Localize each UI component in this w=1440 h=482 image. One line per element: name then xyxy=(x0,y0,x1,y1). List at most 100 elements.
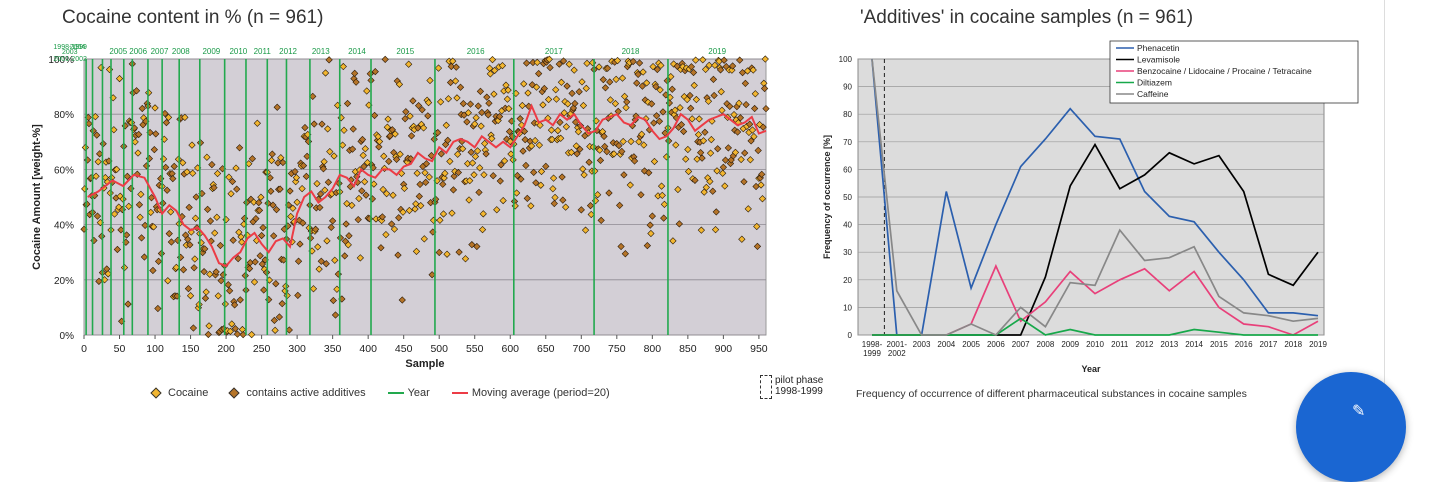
cocaine-sample-point xyxy=(565,60,573,68)
additive-sample-point xyxy=(208,160,216,169)
cocaine-sample-point xyxy=(363,87,371,95)
cocaine-sample-point xyxy=(545,55,553,63)
additive-sample-point xyxy=(189,324,198,332)
cocaine-sample-point xyxy=(500,157,509,165)
cocaine-sample-point xyxy=(309,285,318,293)
additive-sample-point xyxy=(716,66,725,74)
year-label: 2014 xyxy=(348,47,366,56)
cocaine-sample-point xyxy=(564,100,572,108)
additive-sample-point xyxy=(616,201,624,210)
cocaine-sample-point xyxy=(439,210,448,218)
cocaine-sample-point xyxy=(562,123,570,131)
year-label: 2009 xyxy=(202,47,220,56)
cocaine-sample-point xyxy=(549,185,557,193)
additive-sample-point xyxy=(679,127,688,136)
additive-sample-point xyxy=(268,150,276,158)
x-tick-label: 2012 xyxy=(1136,340,1154,349)
cocaine-sample-point xyxy=(548,135,556,144)
pilot-phase-note: pilot phase 1998-1999 xyxy=(760,375,823,399)
cocaine-sample-point xyxy=(399,208,407,216)
cocaine-sample-point xyxy=(744,205,752,213)
year-label: 2018 xyxy=(622,47,640,56)
cocaine-sample-point xyxy=(320,158,328,166)
cocaine-sample-point xyxy=(611,99,620,108)
additive-sample-point xyxy=(234,254,242,263)
year-label: 2013 xyxy=(312,47,330,56)
additive-sample-point xyxy=(475,188,483,196)
additive-sample-point xyxy=(640,167,649,175)
additive-sample-point xyxy=(550,199,558,208)
cocaine-sample-point xyxy=(412,247,421,256)
additive-sample-point xyxy=(652,82,660,91)
cocaine-sample-point xyxy=(735,99,743,107)
cocaine-sample-point xyxy=(375,137,384,146)
cocaine-sample-point xyxy=(532,83,541,91)
additive-sample-point xyxy=(415,192,423,200)
x-tick-label: 2014 xyxy=(1185,340,1203,349)
cocaine-sample-point xyxy=(535,141,544,149)
additive-sample-point xyxy=(687,63,696,71)
series-line-phenacetin xyxy=(871,58,1319,336)
additive-sample-point xyxy=(603,147,611,156)
cocaine-sample-point xyxy=(206,270,214,278)
cocaine-sample-point xyxy=(669,237,677,245)
x-tick-label: 400 xyxy=(359,343,377,355)
additive-sample-point xyxy=(597,216,605,225)
y-tick-label: 10 xyxy=(843,303,852,312)
y-tick-label: 30 xyxy=(843,248,852,257)
cocaine-sample-point xyxy=(488,134,496,143)
cocaine-sample-point xyxy=(213,169,222,178)
additive-sample-point xyxy=(329,296,337,305)
additive-sample-point xyxy=(310,120,318,128)
x-tick-label: 2017 xyxy=(1260,340,1278,349)
additive-sample-point xyxy=(311,225,320,233)
cocaine-sample-point xyxy=(186,292,195,300)
legend-label-levamisole: Levamisole xyxy=(1137,55,1180,65)
cocaine-sample-point xyxy=(649,63,657,71)
additive-sample-point xyxy=(710,91,718,100)
additive-sample-point xyxy=(132,87,141,95)
additive-sample-point xyxy=(476,87,485,95)
cocaine-marker-icon xyxy=(150,387,162,399)
additive-sample-point xyxy=(629,57,637,66)
edit-icon[interactable]: ✎ xyxy=(1352,403,1366,420)
additive-sample-point xyxy=(532,179,540,187)
cocaine-sample-point xyxy=(717,88,725,96)
x-tick-label: 2013 xyxy=(1160,340,1178,349)
cocaine-sample-point xyxy=(656,86,664,94)
additive-sample-point xyxy=(473,242,481,251)
additive-sample-point xyxy=(294,257,303,265)
additive-sample-point xyxy=(519,147,527,155)
additive-sample-point xyxy=(201,245,209,253)
additive-sample-point xyxy=(226,287,234,295)
cocaine-sample-point xyxy=(454,150,462,158)
cocaine-sample-point xyxy=(232,164,240,172)
additive-sample-point xyxy=(388,126,396,134)
year-label: 2003 xyxy=(62,49,78,56)
additive-sample-point xyxy=(600,132,608,140)
additive-sample-point xyxy=(169,174,177,183)
cocaine-sample-point xyxy=(658,191,666,200)
pilot-phase-label: pilot phase xyxy=(775,375,824,386)
legend-item-moving-average: Moving average (period=20) xyxy=(451,387,610,399)
cocaine-sample-point xyxy=(476,164,484,172)
additive-sample-point xyxy=(138,104,146,113)
cocaine-sample-point xyxy=(164,277,172,285)
floating-action-button[interactable] xyxy=(1296,372,1406,482)
additive-sample-point xyxy=(555,60,563,68)
y-tick-label: 100% xyxy=(48,55,74,66)
additive-sample-point xyxy=(505,127,514,136)
cocaine-sample-point xyxy=(570,66,578,74)
cocaine-sample-point xyxy=(413,169,421,177)
additive-sample-point xyxy=(516,115,524,123)
cocaine-sample-point xyxy=(323,237,331,245)
cocaine-sample-point xyxy=(524,89,532,97)
additive-sample-point xyxy=(272,280,280,288)
cocaine-sample-point xyxy=(339,62,347,71)
cocaine-sample-point xyxy=(421,169,429,177)
additive-sample-point xyxy=(687,104,695,112)
additive-sample-point xyxy=(154,304,162,313)
additive-sample-point xyxy=(299,161,308,170)
additive-sample-point xyxy=(577,206,585,214)
cocaine-sample-point xyxy=(405,60,413,68)
